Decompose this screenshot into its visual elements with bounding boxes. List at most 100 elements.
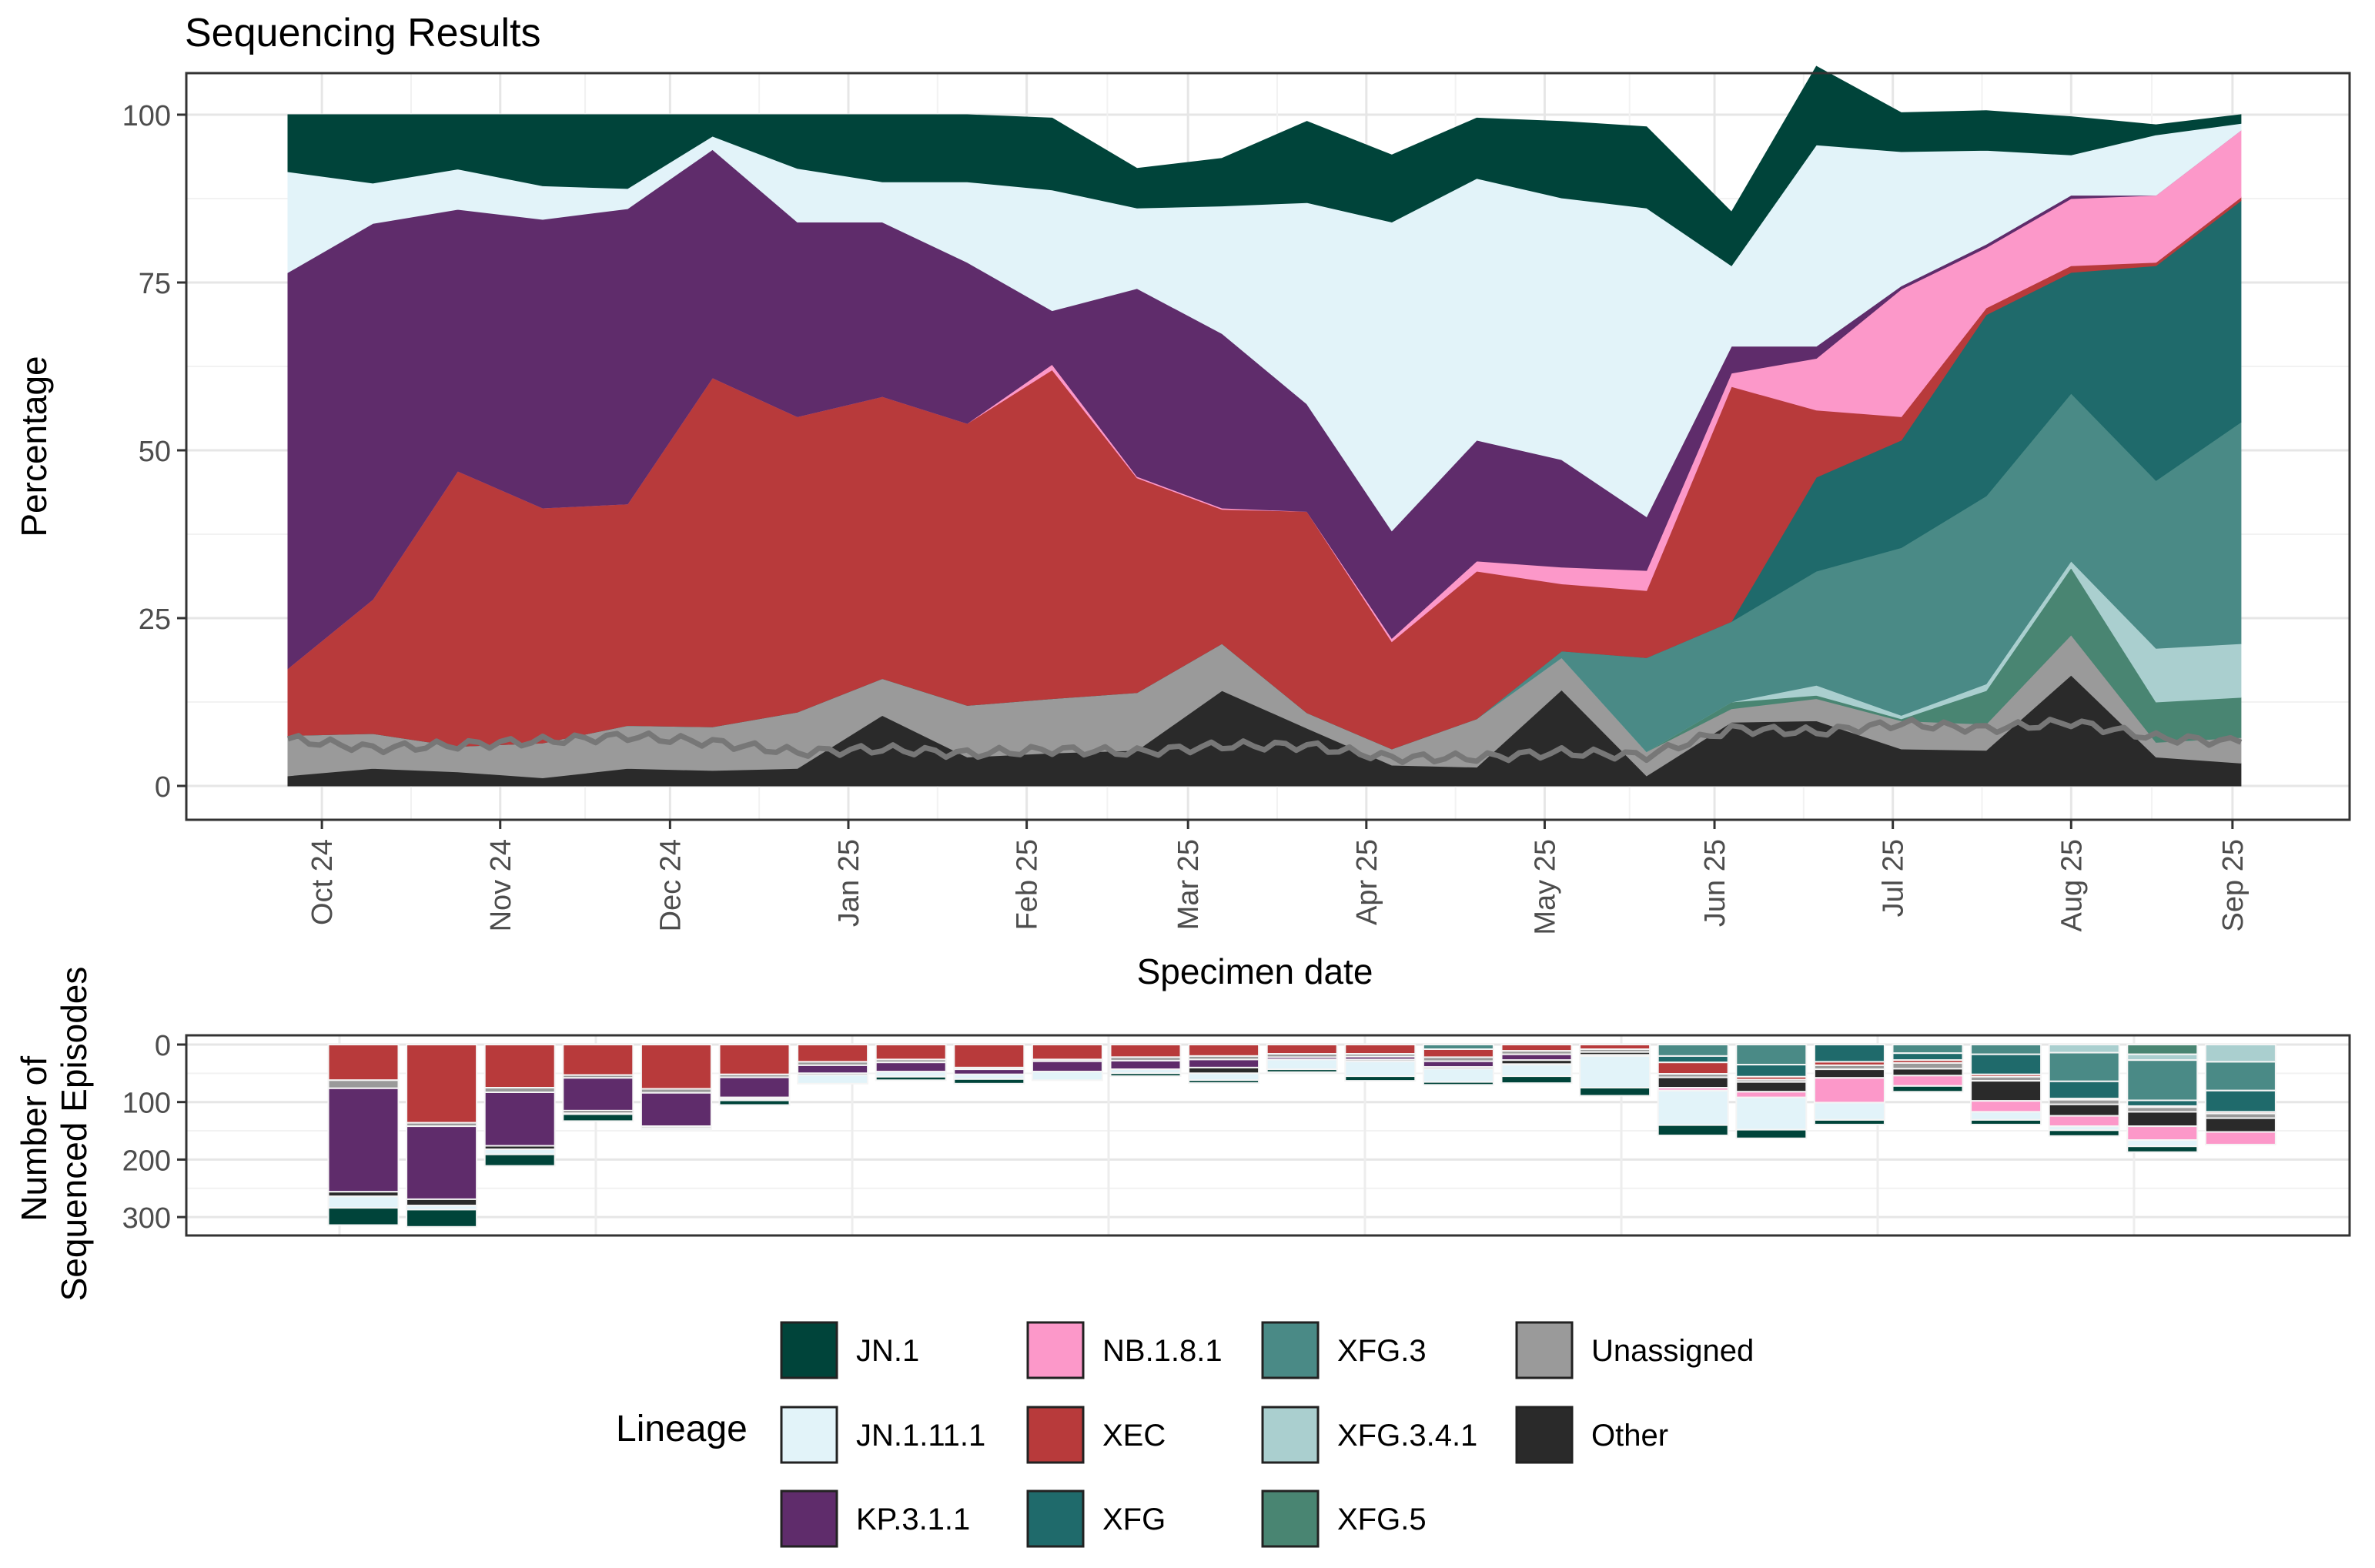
bar-jn-1-11-1	[1579, 1055, 1651, 1089]
legend-swatch-jn-1	[780, 1321, 838, 1379]
bar-xfg	[2126, 1099, 2199, 1107]
x-tick-label: Aug 25	[2056, 839, 2088, 931]
bar-xfg-3-4-1	[2126, 1053, 2199, 1061]
bar-kp-3-1-1	[640, 1092, 712, 1127]
bar-jn-1	[1970, 1118, 2042, 1125]
legend-swatch-xec	[1026, 1406, 1085, 1464]
bar-xec	[718, 1044, 791, 1075]
panel-border-bottom	[185, 1034, 2351, 1237]
bar-other	[1188, 1066, 1260, 1075]
x-tick-label: Feb 25	[1012, 839, 1044, 930]
bar-kp-3-1-1	[406, 1125, 478, 1200]
bar-xec	[875, 1044, 947, 1061]
x-tick-label: May 25	[1529, 839, 1561, 935]
x-tick-label: Oct 24	[306, 839, 339, 925]
y-tick-label: 0	[155, 771, 171, 804]
bar-xfg-3-4-1	[2204, 1044, 2276, 1063]
legend-label-kp-3-1-1: KP.3.1.1	[856, 1503, 970, 1536]
bar-kp-3-1-1	[1500, 1053, 1573, 1061]
legend-label-nb-1-8-1: NB.1.8.1	[1102, 1334, 1223, 1368]
bar-xec	[327, 1044, 400, 1082]
x-axis-ticks: Oct 24 Nov 24 Dec 24 Jan 25 Feb 25 Mar 25 Apr …	[306, 820, 2250, 935]
bar-jn-1	[1500, 1075, 1573, 1085]
bar-kp-3-1-1	[1422, 1060, 1494, 1068]
bar-xec	[1422, 1048, 1494, 1058]
panel-border	[185, 72, 2351, 821]
bar-xec	[1657, 1061, 1729, 1075]
bar-xfg-3	[2204, 1061, 2276, 1092]
y-axis-label-bottom-line2: Sequenced Episodes	[54, 967, 94, 1302]
bar-xfg	[1813, 1044, 1885, 1063]
legend-swatch-unassigned	[1515, 1321, 1574, 1379]
bar-xfg-3	[1892, 1044, 1964, 1055]
x-tick-label: Jan 25	[833, 839, 865, 927]
bar-xec	[1031, 1044, 1103, 1061]
y-axis-label: Percentage	[14, 356, 54, 537]
bar-other	[1813, 1068, 1885, 1079]
bar-nb-1-8-1	[2204, 1131, 2276, 1145]
legend-title: Lineage	[616, 1409, 748, 1449]
bar-jn-1	[483, 1153, 556, 1167]
legend-swatch-xfg-5	[1261, 1489, 1320, 1548]
bar-other	[2204, 1117, 2276, 1133]
bar-xec	[1109, 1044, 1182, 1058]
x-tick-label: Jun 25	[1699, 839, 1731, 927]
bar-xfg-3	[1735, 1044, 1808, 1066]
bar-xec	[953, 1044, 1025, 1068]
legend-swatch-xfg	[1026, 1489, 1085, 1548]
legend-items: JN.1 JN.1.11.1 KP.3.1.1 NB.1.8.1 XEC XFG XFG.3…	[780, 1321, 1754, 1548]
bar-jn-1-11-1	[1813, 1102, 1885, 1121]
bar-jn-1-11-1	[875, 1071, 947, 1078]
bar-nb-1-8-1	[1813, 1077, 1885, 1104]
bar-jn-1-11-1	[640, 1127, 712, 1131]
bar-jn-1-11-1	[2126, 1139, 2199, 1148]
bar-jn-1	[1422, 1081, 1494, 1086]
bar-kp-3-1-1	[1188, 1058, 1260, 1068]
bar-jn-1	[718, 1099, 791, 1106]
y-axis-label-bottom: Number of Sequenced Episodes	[14, 967, 94, 1302]
bar-xec	[797, 1044, 869, 1063]
bar-kp-3-1-1	[1031, 1060, 1103, 1073]
legend-label-jn-1: JN.1	[856, 1334, 919, 1368]
bar-jn-1-11-1	[1188, 1072, 1260, 1082]
bar-jn-1-11-1	[1266, 1058, 1338, 1071]
bar-xfg-3	[1970, 1044, 2042, 1055]
y-axis-ticks-bottom: 0 100 200 300	[122, 1030, 186, 1235]
bar-xec	[1500, 1044, 1573, 1052]
legend-label-xfg: XFG	[1102, 1503, 1166, 1536]
bar-jn-1	[327, 1207, 400, 1226]
bar-kp-3-1-1	[875, 1061, 947, 1073]
bar-jn-1	[1266, 1068, 1338, 1073]
bar-xfg	[1735, 1064, 1808, 1078]
bar-other	[2126, 1111, 2199, 1128]
bar-other	[2048, 1103, 2120, 1117]
bar-jn-1	[562, 1113, 634, 1122]
legend-swatch-nb-1-8-1	[1026, 1321, 1085, 1379]
bar-nb-1-8-1	[1970, 1100, 2042, 1113]
bar-xfg	[1892, 1052, 1964, 1061]
chart-title: Sequencing Results	[185, 11, 541, 55]
bar-other	[1970, 1080, 2042, 1102]
bar-jn-1-11-1	[1657, 1089, 1729, 1126]
y-tick-label: 50	[139, 436, 171, 468]
bar-other	[406, 1198, 478, 1207]
legend-label-xfg-3: XFG.3	[1337, 1334, 1427, 1368]
x-tick-label: Nov 24	[485, 839, 517, 931]
bar-unassigned	[1892, 1061, 1964, 1070]
legend-label-xfg-3-4-1: XFG.3.4.1	[1337, 1419, 1477, 1453]
percentage-panel: 0 25 50 75 100 Oct 24 Nov 24 Dec 24 Jan 25 Feb 2…	[122, 65, 2351, 935]
stacked-bars	[327, 1044, 2276, 1228]
bar-unassigned	[327, 1079, 400, 1089]
bar-jn-1-11-1	[483, 1148, 556, 1155]
bar-jn-1-11-1	[327, 1195, 400, 1209]
x-tick-label: Apr 25	[1351, 839, 1383, 925]
bar-jn-1-11-1	[1500, 1064, 1573, 1077]
bar-xfg-3	[1657, 1044, 1729, 1057]
bar-xfg	[1970, 1053, 2042, 1075]
x-tick-label: Sep 25	[2217, 839, 2250, 931]
bar-xfg-3	[2126, 1059, 2199, 1102]
area-jn-1	[287, 65, 2242, 266]
legend-label-jn-1-11-1: JN.1.11.1	[856, 1419, 985, 1453]
bar-xfg	[2048, 1080, 2120, 1100]
